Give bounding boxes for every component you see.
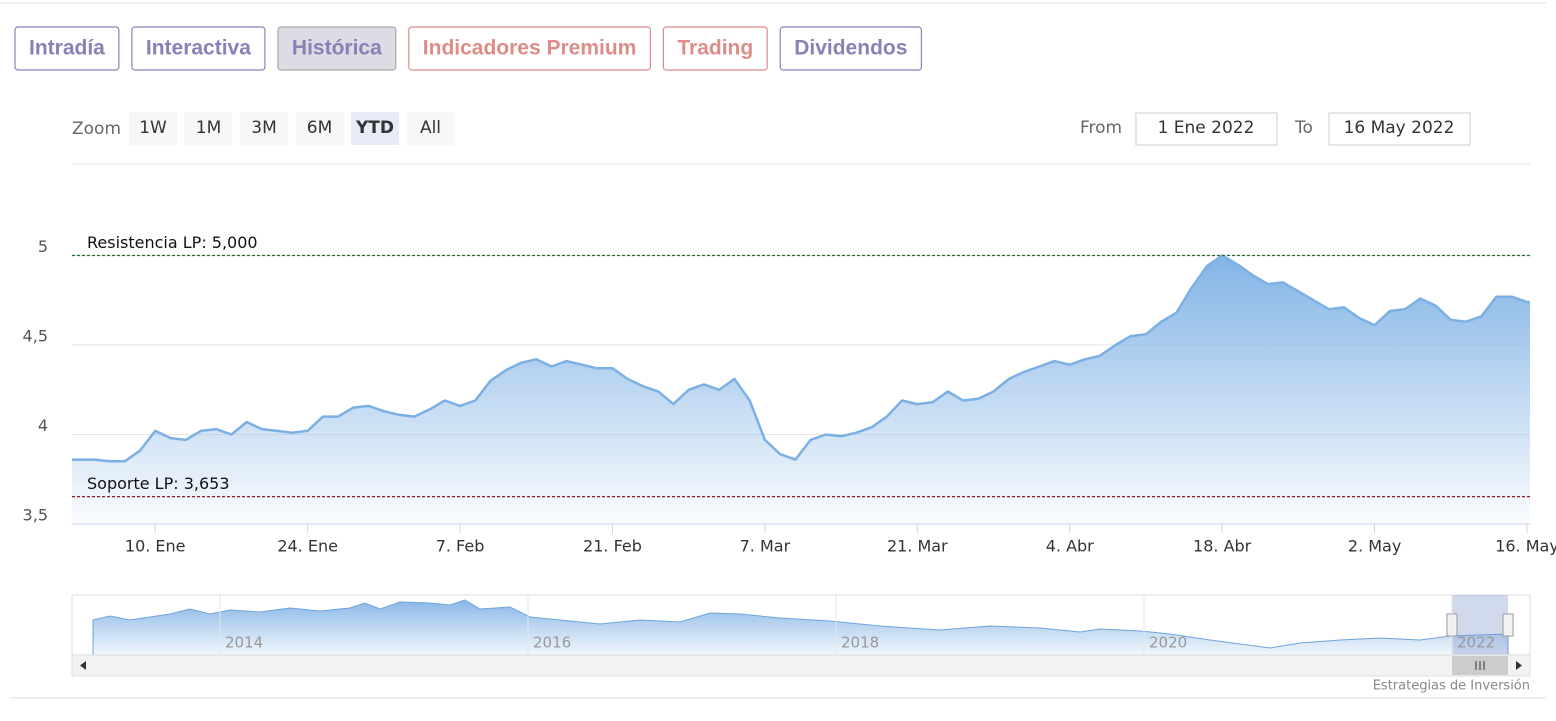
tab-label[interactable]: Dividendos (794, 37, 907, 60)
to-value[interactable]: 16 May 2022 (1344, 118, 1455, 138)
tab[interactable] (14, 26, 120, 71)
tab[interactable] (779, 26, 923, 71)
x-tick-label: 18. Abr (1193, 537, 1252, 556)
navigator-label: 2016 (533, 634, 571, 652)
x-tick-label: 7. Feb (436, 537, 485, 556)
tab-label[interactable]: Interactiva (146, 37, 251, 60)
scrollbar-track[interactable] (71, 654, 1531, 677)
tab-label[interactable]: Intradía (29, 37, 105, 60)
tab-label[interactable]: Trading (677, 37, 753, 60)
y-tick-label: 4 (38, 416, 48, 435)
zoom-button[interactable] (406, 112, 455, 145)
x-tick-label: 21. Feb (583, 537, 642, 556)
from-input[interactable] (1135, 112, 1278, 146)
y-tick-label: 4,5 (23, 327, 48, 346)
to-input[interactable] (1328, 112, 1471, 146)
zoom-button-label[interactable]: YTD (355, 118, 394, 138)
plot-area: 3,5 4 4,5 5 Resistencia LP: 5,000 Soporte LP:… (23, 233, 1556, 556)
x-tick-label: 4. Abr (1046, 537, 1094, 556)
tab-label[interactable]: Indicadores Premium (423, 37, 637, 60)
zoom-button[interactable] (295, 112, 344, 145)
series-area (72, 255, 1530, 524)
zoom-button-label[interactable]: 1W (139, 118, 167, 138)
tab[interactable] (408, 26, 651, 71)
scroll-left[interactable] (80, 661, 86, 670)
tab-label[interactable]: Histórica (292, 37, 382, 60)
navigator-label: 2018 (841, 634, 879, 652)
credits[interactable]: Estrategias de Inversión (1373, 679, 1530, 694)
plot-line-label: Resistencia LP: 5,000 (87, 233, 258, 252)
zoom-button[interactable] (351, 112, 399, 145)
to-label: To (1294, 118, 1313, 138)
scroll-right[interactable] (1516, 661, 1522, 670)
plot-line-label: Soporte LP: 3,653 (87, 474, 230, 493)
navigator-label: 2020 (1149, 634, 1187, 652)
y-tick-label: 3,5 (23, 506, 48, 525)
x-tick-label: 24. Ene (277, 537, 338, 556)
x-tick-label: 2. May (1348, 537, 1401, 556)
tab[interactable] (662, 26, 768, 71)
from-label: From (1080, 118, 1122, 138)
zoom-button[interactable] (240, 112, 288, 145)
navigator (71, 594, 1531, 677)
navigator-axis: 2014 2016 2018 2020 2022 (219, 595, 1495, 655)
scrollbar-grip (1475, 661, 1485, 670)
x-tick-label: 21. Mar (887, 537, 948, 556)
zoom-button[interactable] (184, 112, 233, 145)
series-line (72, 254, 1530, 463)
tab[interactable] (131, 26, 266, 71)
navigator-selection[interactable] (1452, 595, 1508, 655)
x-tick-label: 16. May (1495, 537, 1556, 556)
zoom-button-label[interactable]: 6M (307, 118, 332, 138)
zoom-bar: Zoom 1W 1M 3M 6M YTD All (72, 112, 455, 145)
zoom-label: Zoom (72, 119, 121, 139)
navigator-label: 2014 (225, 634, 263, 652)
zoom-button-label[interactable]: 3M (251, 118, 276, 138)
tab[interactable] (277, 26, 397, 71)
x-tick-label: 10. Ene (125, 537, 186, 556)
navigator-label: 2022 (1457, 634, 1495, 652)
y-tick-label: 5 (38, 237, 48, 256)
from-value[interactable]: 1 Ene 2022 (1158, 118, 1255, 138)
date-range: From 1 Ene 2022 To 16 May 2022 (1080, 112, 1471, 146)
x-tick-label: 7. Mar (740, 537, 791, 556)
zoom-button[interactable] (129, 112, 177, 145)
zoom-button-label[interactable]: 1M (196, 118, 221, 138)
tab-bar: Intradía Interactiva Histórica Indicadores … (14, 26, 923, 71)
navigator-handle[interactable] (1502, 613, 1514, 637)
navigator-series (92, 599, 1509, 656)
zoom-button-label[interactable]: All (420, 118, 441, 138)
